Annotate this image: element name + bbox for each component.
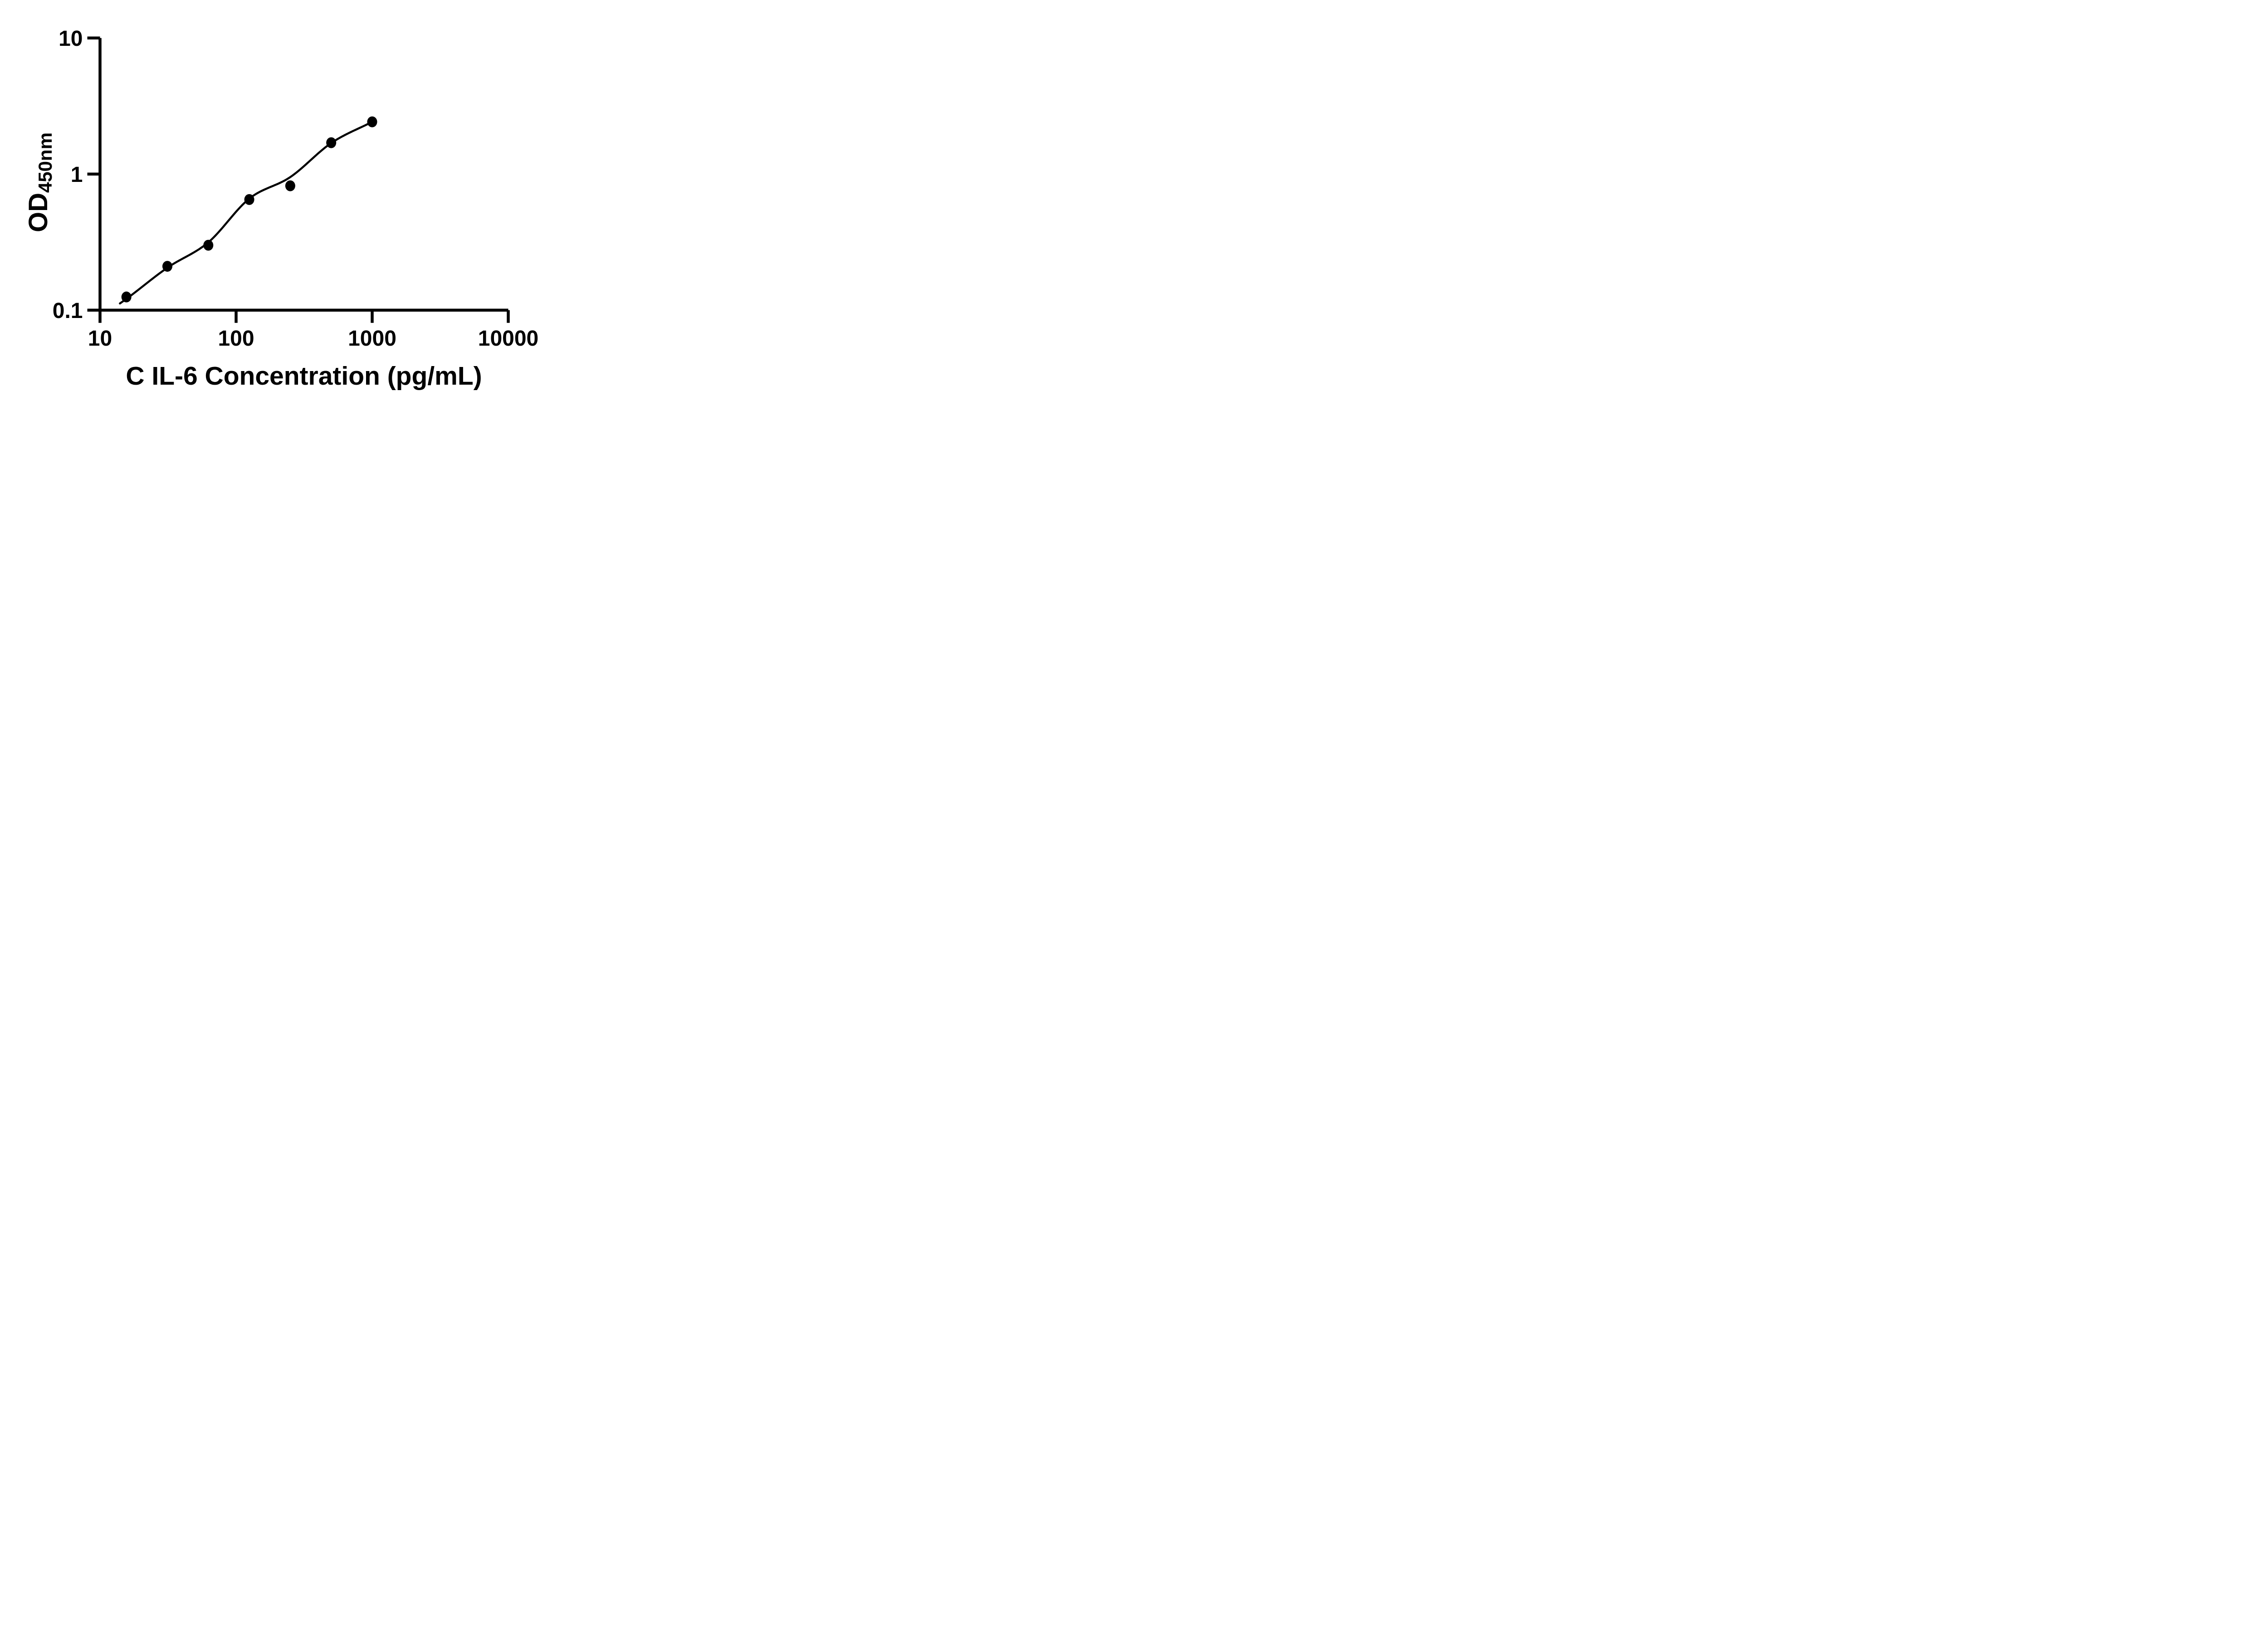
data-point-marker <box>326 137 337 148</box>
axes-layer <box>98 38 508 312</box>
y-axis-title-subscript: 450nm <box>34 132 56 193</box>
fit-curve-path <box>119 121 373 305</box>
y-tick-label: 0.1 <box>53 299 83 323</box>
elisa-standard-curve-figure: 10 100 1000 10000 10 1 0.1 C IL-6 Concentratio… <box>0 0 571 408</box>
y-axis-title: OD450nm <box>24 132 56 232</box>
y-tick-label: 1 <box>71 163 83 187</box>
x-tick-label: 1000 <box>348 327 396 351</box>
chart-canvas: 10 100 1000 10000 10 1 0.1 C IL-6 Concentratio… <box>24 27 538 391</box>
x-tick-label: 10 <box>88 327 112 351</box>
tick-layer <box>87 36 510 323</box>
data-point-layer <box>121 116 377 303</box>
x-axis-title: C IL-6 Concentration (pg/mL) <box>126 362 482 391</box>
fit-curve-layer <box>119 121 373 305</box>
y-axis-title-main: OD <box>24 193 53 232</box>
tick-label-layer: 10 100 1000 10000 10 1 0.1 <box>53 27 538 351</box>
data-point-marker <box>203 240 214 251</box>
y-tick-label: 10 <box>59 27 83 51</box>
data-point-marker <box>367 116 377 127</box>
data-point-marker <box>121 291 132 303</box>
x-tick-label: 10000 <box>478 327 538 351</box>
y-axis-title-text: OD450nm <box>24 132 56 232</box>
data-point-marker <box>162 261 172 272</box>
data-point-marker <box>244 194 254 205</box>
data-point-marker <box>285 180 295 191</box>
x-tick-label: 100 <box>218 327 254 351</box>
